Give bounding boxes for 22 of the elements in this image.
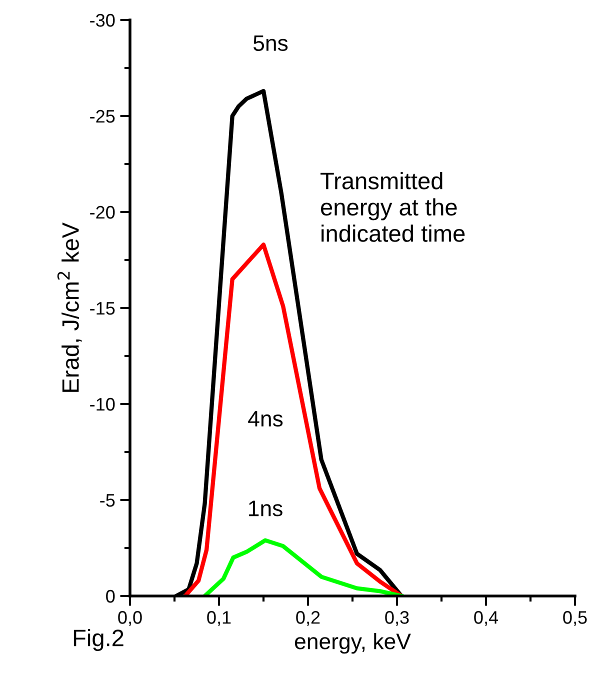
line-series xyxy=(202,538,404,596)
x-tick-label: 0,0 xyxy=(118,611,142,626)
series-label: 5ns xyxy=(253,36,288,52)
x-axis-title: energy, keV xyxy=(294,632,411,654)
x-tick-label: 0,2 xyxy=(296,611,320,626)
y-tick-label: -10 xyxy=(90,398,115,411)
y-tick-label: -30 xyxy=(90,14,115,27)
x-tick-label: 0,5 xyxy=(563,611,587,626)
y-tick-label: -5 xyxy=(100,494,115,507)
y-tick-label: -25 xyxy=(90,110,115,123)
x-tick-label: 0,1 xyxy=(207,611,231,626)
x-tick-label: 0,3 xyxy=(385,611,409,626)
x-tick-label: 0,4 xyxy=(474,611,498,626)
line-series xyxy=(183,242,404,596)
y-tick-label: -20 xyxy=(90,206,115,219)
series-label: 1ns xyxy=(249,500,282,516)
y-tick-label: 0 xyxy=(106,590,115,603)
y-tick-label: -15 xyxy=(90,302,115,315)
y-axis-title: Erad, J/cm$^{2}$ keV xyxy=(57,222,82,392)
caption: Fig.2 xyxy=(74,628,124,652)
series-label: 4ns xyxy=(248,411,283,427)
annotation: Transmitted energy at the indicated time xyxy=(320,172,465,242)
